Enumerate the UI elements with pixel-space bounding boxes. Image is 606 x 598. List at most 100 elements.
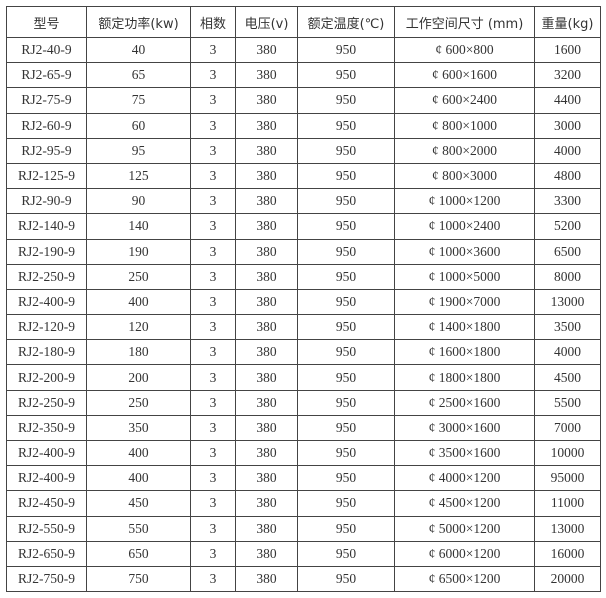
cell-rated-power: 95 [86,137,191,164]
cell-rated-power: 400 [86,439,191,467]
cell-rated-temperature: 950 [297,414,395,442]
cell-model: RJ2-125-9 [6,162,87,190]
cell-workspace-size: ¢ 1000×5000 [394,263,535,290]
cell-voltage: 380 [235,339,298,366]
cell-rated-power: 40 [86,36,191,64]
cell-weight: 10000 [534,439,601,467]
cell-phases: 3 [190,213,236,240]
table-row: RJ2-140-9 140 3 380 950 ¢ 1000×2400 5200 [6,213,601,240]
cell-rated-power: 650 [86,540,191,567]
table-row: RJ2-550-9 550 3 380 950 ¢ 5000×1200 13000 [6,515,601,542]
cell-model: RJ2-40-9 [6,36,87,64]
table-row: RJ2-60-9 60 3 380 950 ¢ 800×1000 3000 [6,112,601,139]
cell-voltage: 380 [235,213,298,240]
cell-workspace-size: ¢ 3000×1600 [394,414,535,442]
cell-rated-temperature: 950 [297,36,395,64]
cell-model: RJ2-60-9 [6,112,87,139]
cell-phases: 3 [190,540,236,567]
cell-voltage: 380 [235,314,298,341]
cell-workspace-size: ¢ 4000×1200 [394,465,535,492]
cell-weight: 3300 [534,188,601,215]
cell-phases: 3 [190,62,236,89]
table-row: RJ2-250-9 250 3 380 950 ¢ 1000×5000 8000 [6,263,601,290]
cell-weight: 13000 [534,288,601,316]
cell-weight: 4800 [534,162,601,190]
cell-weight: 11000 [534,490,601,517]
cell-phases: 3 [190,490,236,517]
table-row: RJ2-400-9 400 3 380 950 ¢ 4000×1200 95000 [6,465,601,492]
header-row: 型号 额定功率(kw) 相数 电压(v) 额定温度(℃) 工作空间尺寸 (mm) 重量(kg… [6,6,601,38]
cell-voltage: 380 [235,162,298,190]
header-workspace-size: 工作空间尺寸 (mm) [394,6,535,38]
cell-model: RJ2-180-9 [6,339,87,366]
cell-weight: 3000 [534,112,601,139]
cell-weight: 3200 [534,62,601,89]
header-rated-power: 额定功率(kw) [86,6,191,38]
cell-rated-temperature: 950 [297,188,395,215]
table-row: RJ2-450-9 450 3 380 950 ¢ 4500×1200 11000 [6,490,601,517]
cell-workspace-size: ¢ 5000×1200 [394,515,535,542]
cell-voltage: 380 [235,288,298,316]
cell-phases: 3 [190,288,236,316]
cell-workspace-size: ¢ 1000×2400 [394,213,535,240]
header-phases: 相数 [190,6,236,38]
cell-rated-power: 90 [86,188,191,215]
table-row: RJ2-65-9 65 3 380 950 ¢ 600×1600 3200 [6,62,601,89]
cell-rated-temperature: 950 [297,263,395,290]
cell-model: RJ2-120-9 [6,314,87,341]
cell-rated-power: 180 [86,339,191,366]
cell-workspace-size: ¢ 600×2400 [394,87,535,114]
cell-model: RJ2-95-9 [6,137,87,164]
cell-rated-temperature: 950 [297,137,395,164]
cell-phases: 3 [190,515,236,542]
cell-weight: 20000 [534,565,601,593]
cell-rated-power: 125 [86,162,191,190]
cell-model: RJ2-65-9 [6,62,87,89]
cell-phases: 3 [190,87,236,114]
cell-rated-power: 120 [86,314,191,341]
cell-voltage: 380 [235,62,298,89]
cell-voltage: 380 [235,188,298,215]
cell-phases: 3 [190,364,236,391]
cell-weight: 95000 [534,465,601,492]
cell-workspace-size: ¢ 1800×1800 [394,364,535,391]
cell-rated-temperature: 950 [297,465,395,492]
cell-workspace-size: ¢ 1900×7000 [394,288,535,316]
cell-rated-power: 750 [86,565,191,593]
cell-workspace-size: ¢ 600×1600 [394,62,535,89]
cell-phases: 3 [190,238,236,265]
table-row: RJ2-95-9 95 3 380 950 ¢ 800×2000 4000 [6,137,601,164]
table-row: RJ2-125-9 125 3 380 950 ¢ 800×3000 4800 [6,162,601,190]
cell-rated-temperature: 950 [297,112,395,139]
cell-workspace-size: ¢ 3500×1600 [394,439,535,467]
cell-rated-temperature: 950 [297,62,395,89]
cell-model: RJ2-750-9 [6,565,87,593]
cell-rated-temperature: 950 [297,213,395,240]
cell-weight: 4000 [534,339,601,366]
cell-workspace-size: ¢ 1000×3600 [394,238,535,265]
cell-rated-power: 65 [86,62,191,89]
cell-rated-temperature: 950 [297,87,395,114]
cell-voltage: 380 [235,540,298,567]
cell-rated-temperature: 950 [297,238,395,265]
cell-workspace-size: ¢ 800×1000 [394,112,535,139]
cell-rated-power: 190 [86,238,191,265]
cell-rated-power: 140 [86,213,191,240]
cell-weight: 4000 [534,137,601,164]
cell-phases: 3 [190,465,236,492]
cell-phases: 3 [190,263,236,290]
table-row: RJ2-350-9 350 3 380 950 ¢ 3000×1600 7000 [6,414,601,442]
cell-voltage: 380 [235,465,298,492]
cell-weight: 5500 [534,389,601,416]
cell-weight: 13000 [534,515,601,542]
cell-model: RJ2-90-9 [6,188,87,215]
cell-workspace-size: ¢ 6500×1200 [394,565,535,593]
cell-voltage: 380 [235,364,298,391]
cell-rated-temperature: 950 [297,389,395,416]
cell-voltage: 380 [235,238,298,265]
cell-workspace-size: ¢ 800×2000 [394,137,535,164]
cell-workspace-size: ¢ 1000×1200 [394,188,535,215]
cell-voltage: 380 [235,439,298,467]
cell-workspace-size: ¢ 6000×1200 [394,540,535,567]
cell-weight: 8000 [534,263,601,290]
